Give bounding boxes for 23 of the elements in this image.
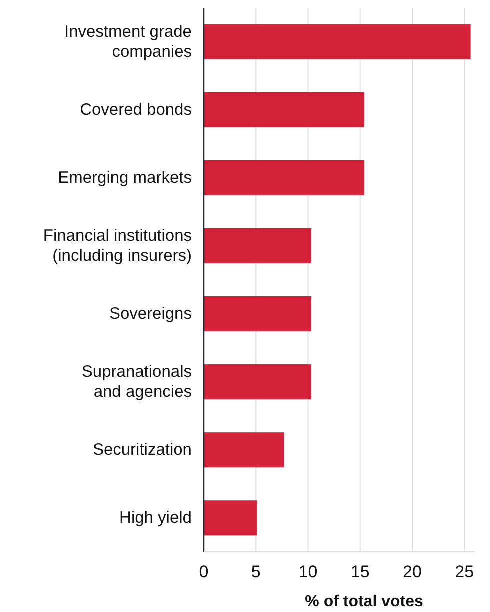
y-tick-label: Financial institutions (including insurers): [43, 226, 192, 265]
bar: [204, 500, 258, 536]
bar: [204, 92, 365, 128]
bar: [204, 296, 312, 332]
y-tick-label: Investment grade companies: [64, 22, 192, 61]
bar: [204, 432, 284, 468]
y-tick-label: High yield: [120, 509, 192, 528]
y-tick-label: Emerging markets: [58, 168, 192, 187]
y-tick-label: Securitization: [92, 441, 192, 460]
x-tick-label: 15: [350, 562, 370, 582]
x-axis-title: % of total votes: [305, 594, 424, 610]
bar: [204, 160, 365, 196]
bar: [204, 364, 312, 400]
y-tick-label: Sovereigns: [109, 305, 192, 324]
x-tick-label: 0: [199, 562, 209, 582]
y-tick-label: Supranationals and agencies: [82, 363, 192, 402]
bar: [204, 24, 471, 60]
x-tick-label: 20: [403, 562, 422, 582]
x-tick-label: 25: [455, 562, 474, 582]
bar: [204, 228, 312, 264]
x-tick-label: 10: [298, 562, 318, 582]
x-tick-label: 5: [251, 562, 261, 582]
y-tick-label: Covered bonds: [80, 100, 192, 119]
